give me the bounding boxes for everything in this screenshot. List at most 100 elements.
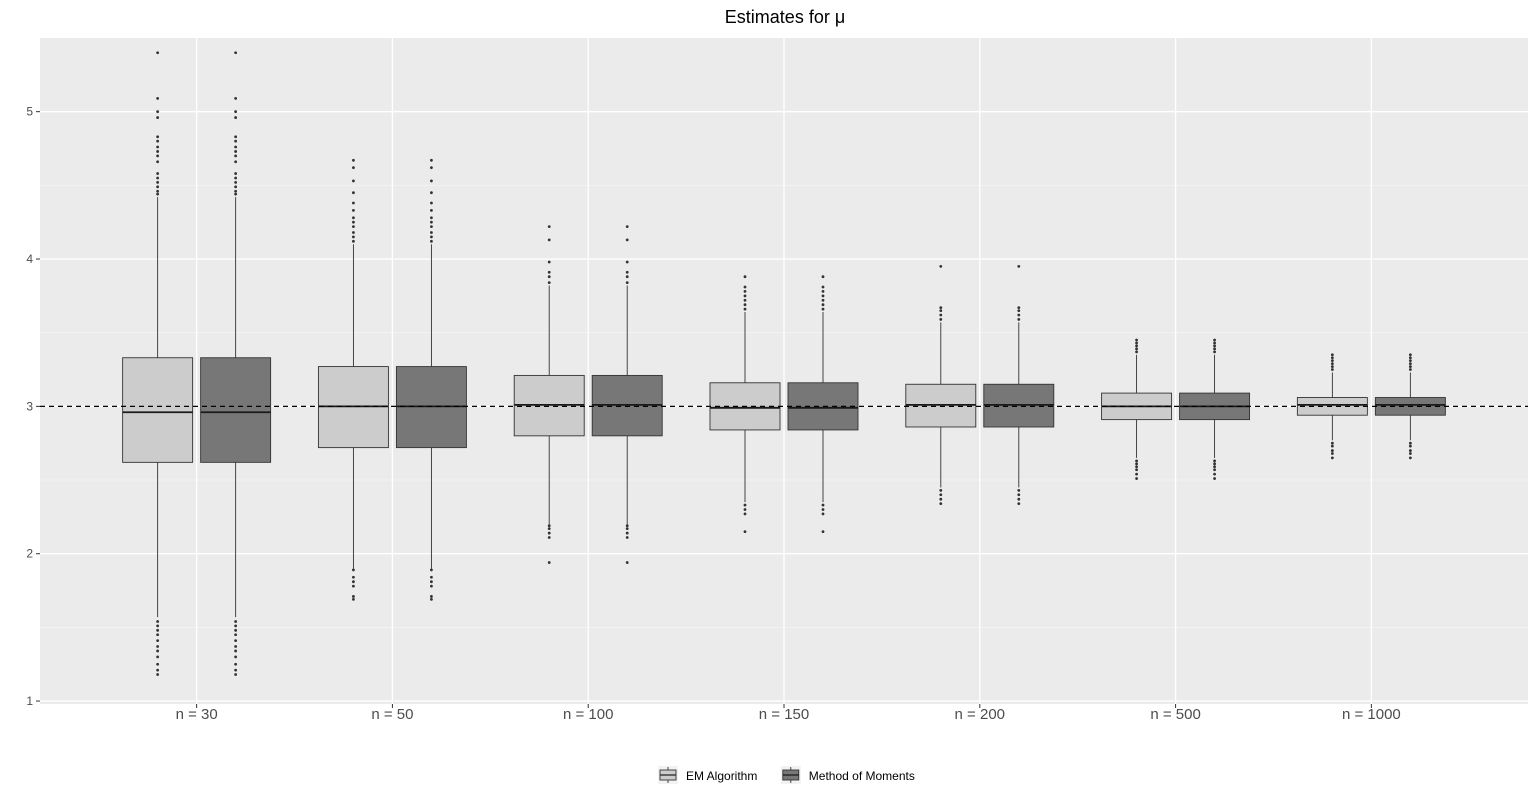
- outlier-point: [156, 110, 160, 114]
- outlier-point: [1135, 350, 1138, 354]
- outlier-point: [430, 580, 433, 584]
- outlier-point: [939, 313, 943, 317]
- outlier-point: [547, 270, 551, 274]
- outlier-point: [1213, 459, 1216, 463]
- outlier-point: [547, 536, 551, 539]
- outlier-point: [156, 154, 160, 158]
- outlier-point: [743, 285, 747, 289]
- outlier-point: [625, 524, 629, 528]
- outlier-point: [156, 649, 160, 653]
- outlier-point: [352, 179, 355, 183]
- box: [122, 357, 194, 463]
- outlier-point: [352, 216, 355, 220]
- outlier-point: [430, 166, 433, 170]
- outlier-point: [430, 231, 433, 234]
- outlier-point: [430, 216, 433, 220]
- outlier-point: [156, 624, 160, 628]
- outlier-point: [234, 116, 238, 119]
- x-tick-label: n = 150: [759, 706, 809, 723]
- outlier-point: [234, 154, 238, 158]
- outlier-point: [1408, 365, 1412, 368]
- outlier-point: [1408, 368, 1412, 371]
- outlier-point: [1408, 449, 1412, 452]
- outlier-point: [156, 150, 160, 153]
- outlier-point: [352, 568, 355, 572]
- outlier-point: [352, 158, 355, 162]
- outlier-point: [156, 185, 160, 189]
- outlier-point: [1213, 344, 1216, 348]
- outlier-point: [234, 639, 238, 643]
- outlier-point: [1017, 493, 1021, 497]
- outlier-point: [1330, 456, 1334, 460]
- outlier-point: [156, 655, 160, 659]
- outlier-point: [234, 145, 238, 149]
- outlier-point: [547, 531, 551, 535]
- outlier-point: [1408, 456, 1412, 460]
- outlier-point: [430, 191, 433, 195]
- legend: EM Algorithm Method of Moments: [658, 766, 915, 784]
- outlier-point: [234, 51, 238, 55]
- outlier-point: [234, 628, 238, 632]
- outlier-point: [352, 235, 355, 239]
- outlier-point: [939, 493, 943, 497]
- outlier-point: [625, 275, 629, 279]
- outlier-point: [156, 662, 160, 666]
- outlier-point: [430, 225, 433, 229]
- outlier-point: [1213, 350, 1216, 354]
- outlier-point: [1330, 449, 1334, 452]
- outlier-point: [430, 158, 433, 162]
- outlier-point: [156, 189, 160, 193]
- outlier-point: [234, 185, 238, 189]
- outlier-point: [1213, 465, 1216, 469]
- outlier-point: [547, 561, 551, 564]
- outlier-point: [234, 655, 238, 659]
- outlier-point: [234, 97, 238, 100]
- outlier-point: [821, 512, 825, 516]
- outlier-point: [547, 225, 551, 229]
- outlier-point: [234, 135, 238, 139]
- outlier-point: [430, 201, 433, 205]
- outlier-point: [821, 285, 825, 289]
- outlier-point: [1135, 338, 1138, 342]
- outlier-point: [430, 220, 433, 224]
- outlier-point: [430, 584, 433, 588]
- outlier-point: [625, 260, 629, 264]
- x-tick-label: n = 50: [371, 706, 413, 723]
- outlier-point: [1408, 441, 1412, 445]
- outlier-point: [743, 503, 747, 507]
- outlier-point: [156, 160, 160, 164]
- outlier-point: [430, 595, 433, 598]
- outlier-point: [430, 568, 433, 572]
- outlier-point: [156, 176, 160, 180]
- outlier-point: [743, 290, 747, 293]
- outlier-point: [156, 116, 160, 119]
- outlier-point: [156, 97, 160, 100]
- outlier-point: [1017, 309, 1021, 312]
- outlier-point: [156, 180, 160, 184]
- outlier-point: [352, 595, 355, 598]
- outlier-point: [234, 668, 238, 672]
- outlier-point: [156, 639, 160, 643]
- y-tick-label: 1: [26, 694, 33, 708]
- outlier-point: [1213, 472, 1216, 476]
- outlier-point: [1213, 341, 1216, 345]
- outlier-point: [430, 179, 433, 183]
- outlier-point: [939, 306, 943, 310]
- outlier-point: [156, 139, 160, 143]
- outlier-point: [352, 575, 355, 579]
- y-tick-label: 2: [26, 547, 33, 561]
- outlier-point: [547, 281, 551, 284]
- outlier-point: [156, 620, 160, 623]
- legend-item: EM Algorithm: [658, 766, 757, 784]
- outlier-point: [821, 307, 825, 311]
- box-group: [122, 51, 272, 676]
- outlier-point: [352, 584, 355, 588]
- y-axis: 1 2 3 4 5: [26, 105, 40, 708]
- outlier-point: [156, 645, 160, 648]
- x-axis: n = 30 n = 50 n = 100 n = 150 n = 200 n = 500…: [176, 704, 1401, 723]
- outlier-point: [352, 580, 355, 584]
- outlier-point: [547, 524, 551, 528]
- outlier-point: [1135, 472, 1138, 476]
- outlier-point: [430, 235, 433, 239]
